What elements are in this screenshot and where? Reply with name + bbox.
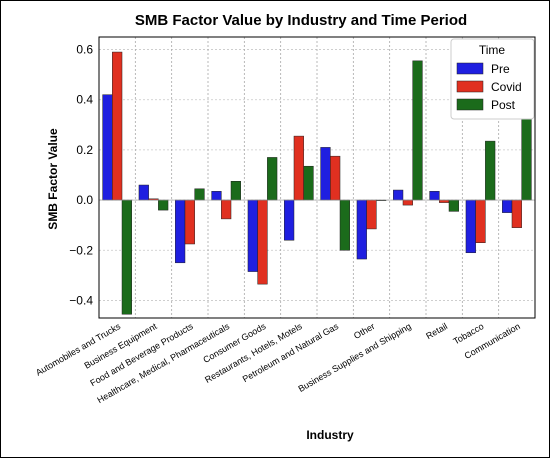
bar-covid	[330, 155, 341, 201]
bar-pre	[284, 199, 295, 241]
x-tick-label: Other	[352, 321, 376, 341]
bar-pre	[102, 94, 113, 201]
grid-layer	[99, 37, 535, 318]
legend-title: Time	[479, 43, 506, 57]
plot-border	[98, 36, 536, 319]
legend-swatch-post	[456, 98, 484, 111]
bar-pre	[429, 191, 440, 201]
bar-post	[121, 199, 132, 315]
bar-post	[448, 199, 459, 212]
bar-covid	[475, 199, 486, 243]
bar-pre	[502, 199, 513, 213]
bar-post	[267, 157, 278, 201]
y-tick-label: 0.6	[76, 43, 93, 57]
bar-pre	[393, 189, 404, 201]
bar-pre	[320, 147, 331, 201]
legend-swatch-covid	[456, 80, 484, 93]
chart-title: SMB Factor Value by Industry and Time Pe…	[135, 12, 467, 29]
x-axis-label: Industry	[306, 428, 354, 442]
legend-label-pre: Pre	[491, 62, 510, 76]
bar-pre	[465, 199, 476, 254]
y-tick-label: 0.2	[76, 143, 93, 157]
bar-covid	[366, 199, 377, 230]
legend-items: Pre Covid Post	[456, 62, 522, 112]
bar-post	[230, 181, 241, 201]
y-tick-label: 0.0	[76, 193, 93, 207]
bar-pre	[356, 199, 367, 260]
y-tick-label: −0.4	[69, 293, 93, 307]
y-tick-label: 0.4	[76, 93, 93, 107]
legend-swatch-pre	[456, 62, 484, 75]
bar-covid	[184, 199, 195, 245]
bar-covid	[221, 199, 232, 220]
bar-post	[485, 140, 496, 201]
y-tick-label: −0.2	[69, 243, 93, 257]
x-tick-label: Retail	[424, 321, 449, 341]
bar-pre	[247, 199, 258, 272]
y-axis-label: SMB Factor Value	[46, 128, 60, 230]
bar-covid	[112, 51, 123, 201]
bar-pre	[175, 199, 186, 264]
bar-pre	[211, 191, 222, 201]
bar-covid	[402, 199, 413, 206]
legend-label-post: Post	[491, 98, 516, 112]
bar-post	[521, 114, 532, 201]
bar-covid	[511, 199, 522, 228]
bar-post	[339, 199, 350, 251]
bar-pre	[138, 184, 149, 201]
bars-layer	[102, 51, 532, 315]
bar-covid	[293, 135, 304, 201]
bar-covid	[257, 199, 268, 285]
legend: Time Pre Covid Post	[450, 38, 535, 120]
bar-post	[158, 199, 169, 211]
bar-post	[412, 60, 423, 201]
bar-covid	[439, 199, 450, 203]
bar-post	[303, 165, 314, 201]
legend-label-covid: Covid	[491, 80, 522, 94]
bar-post	[194, 188, 205, 201]
axes-layer	[98, 36, 536, 319]
